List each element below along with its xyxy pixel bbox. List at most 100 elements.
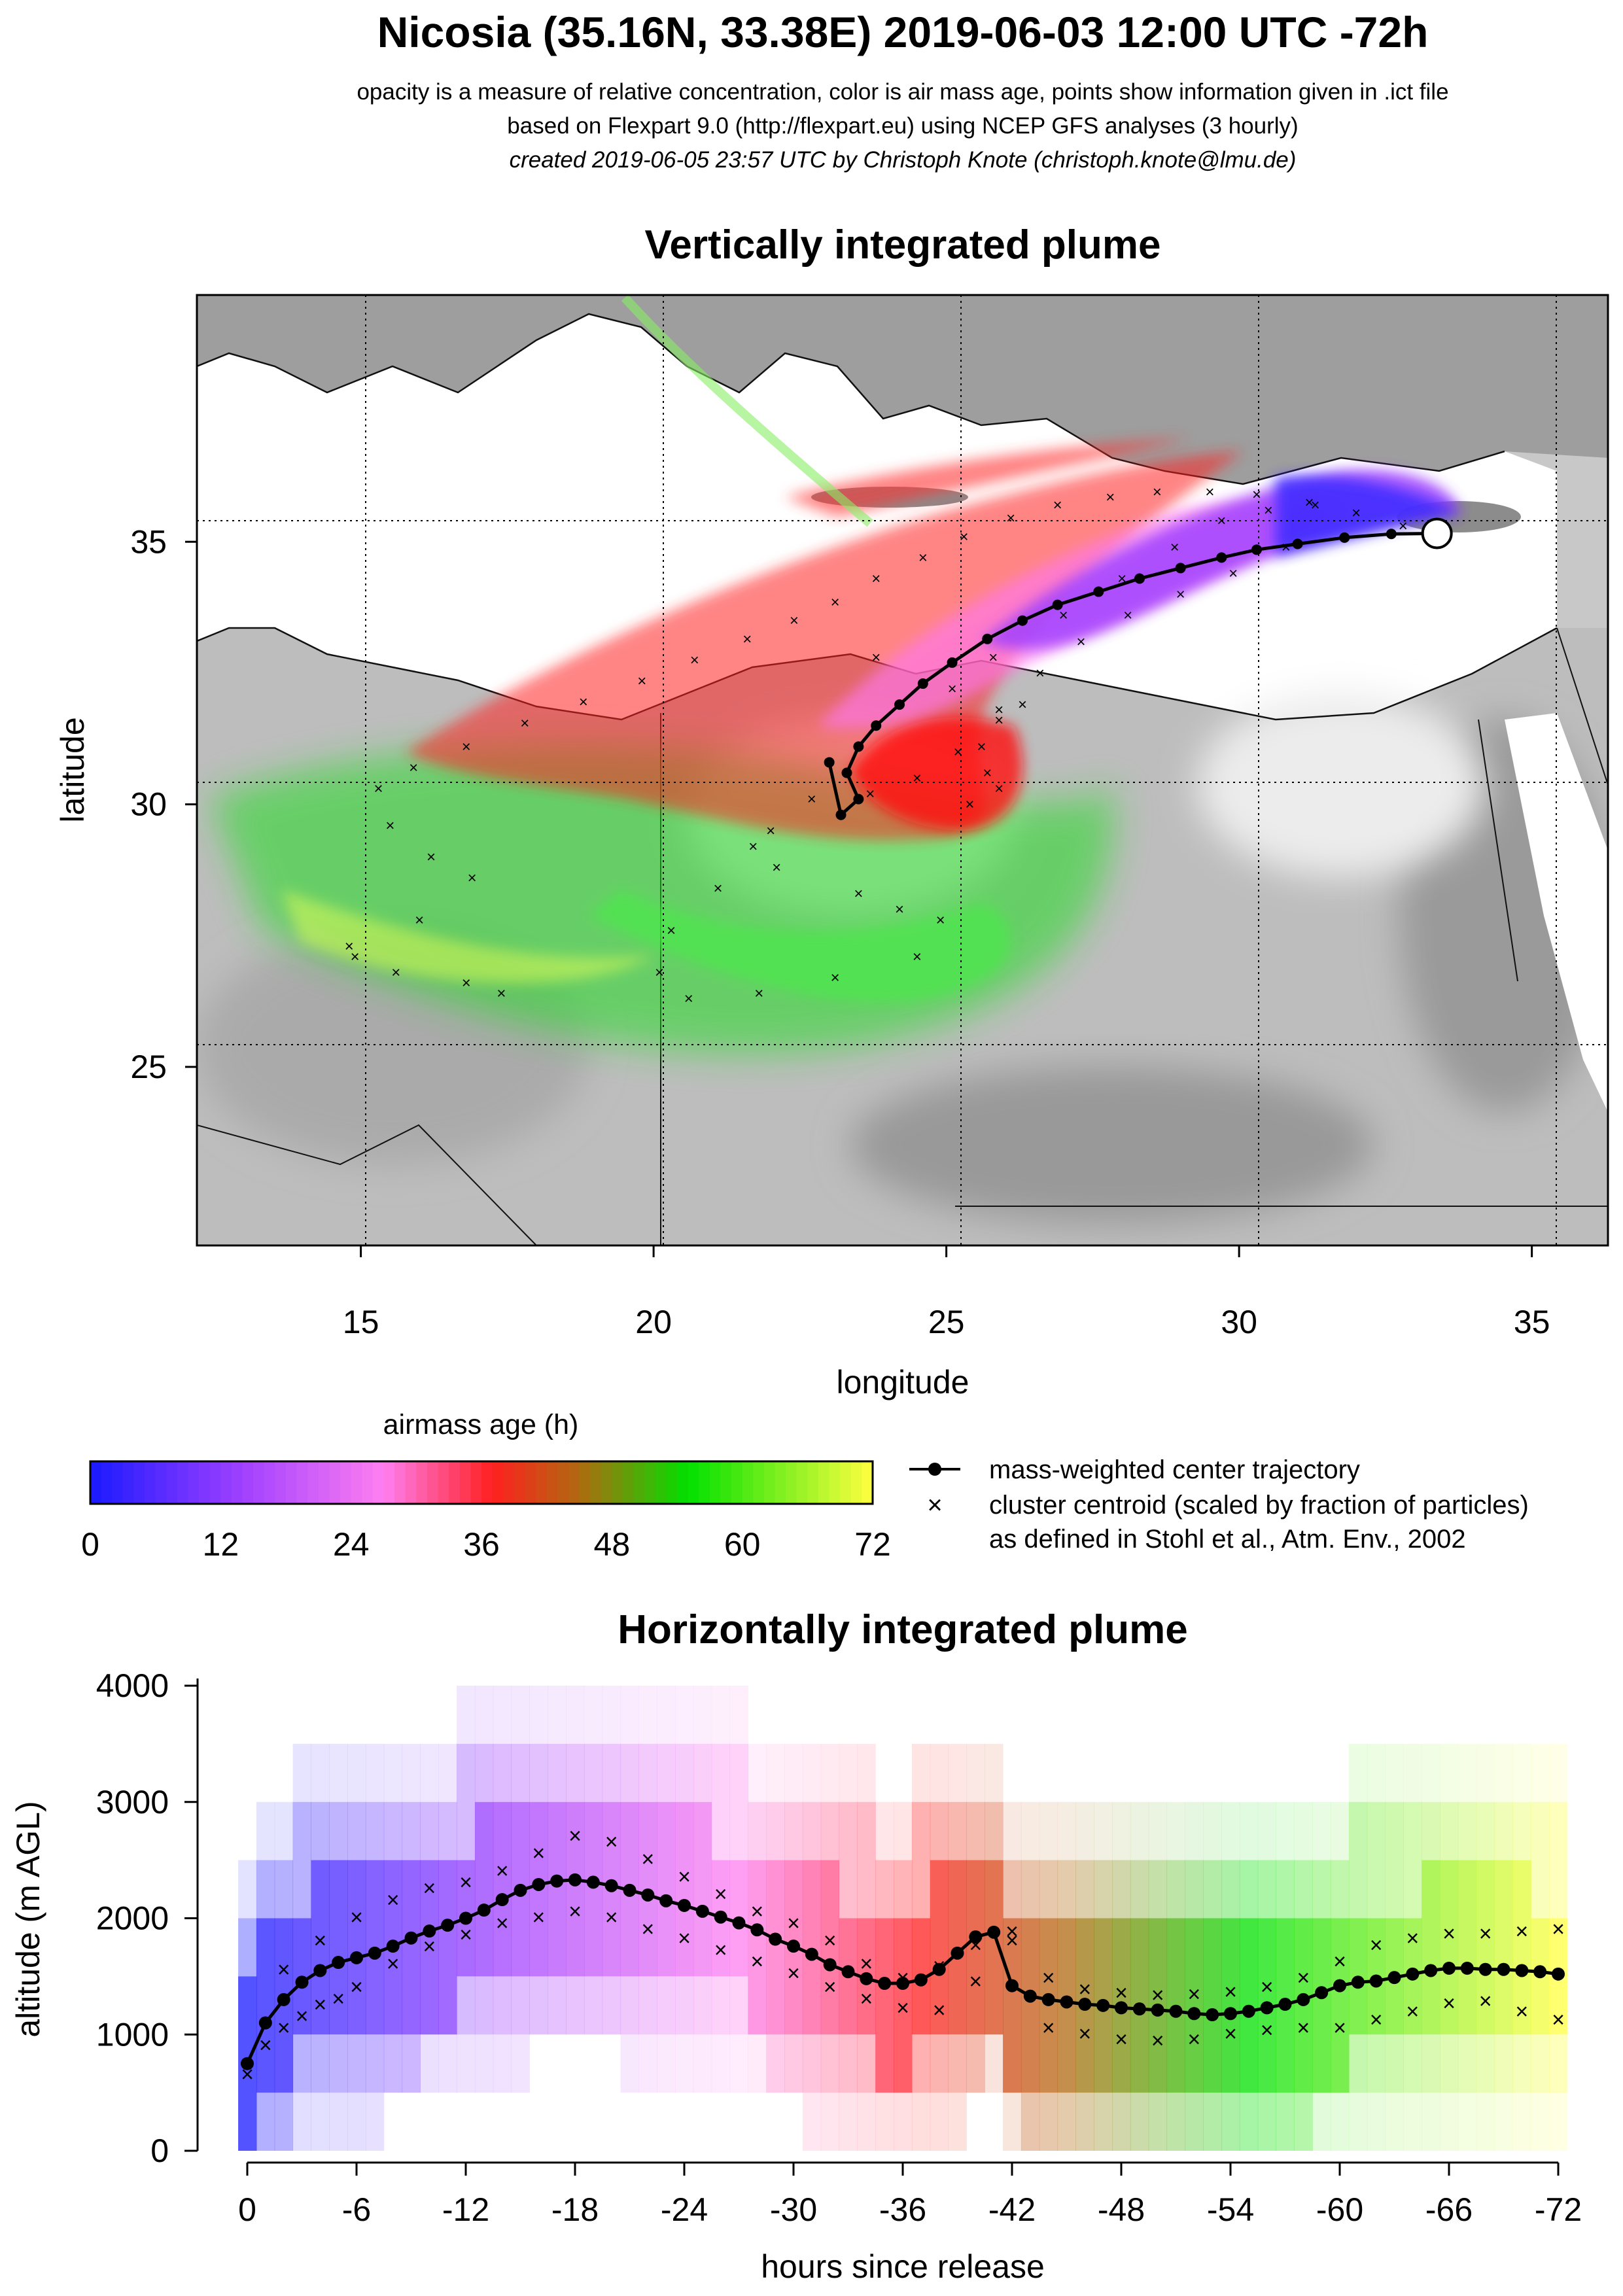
- altitude-center-point: [313, 1964, 327, 1977]
- altitude-x-tick-label: -6: [342, 2191, 371, 2228]
- altitude-plume-cell: [1494, 2093, 1513, 2151]
- altitude-plume-cell: [1422, 1743, 1440, 1802]
- altitude-center-point: [1369, 1974, 1383, 1988]
- altitude-plume-cell: [1221, 2093, 1240, 2151]
- altitude-plume-cell: [365, 2034, 385, 2093]
- map-centroid-marker: ×: [954, 743, 963, 761]
- altitude-plume-cell: [930, 1801, 949, 1860]
- map-centroid-marker: ×: [690, 652, 699, 669]
- altitude-plume-cell: [238, 1918, 257, 1977]
- map-center-point: [841, 767, 852, 778]
- altitude-center-point: [860, 1972, 873, 1985]
- altitude-plume-cell: [1057, 1801, 1076, 1860]
- altitude-centroid-marker: ×: [532, 1905, 545, 1930]
- altitude-plume-cell: [1075, 2093, 1094, 2151]
- subtitle-line-3: created 2019-06-05 23:57 UTC by Christop…: [510, 147, 1297, 173]
- altitude-plume-cell: [857, 1801, 876, 1919]
- altitude-plume-cell: [766, 2034, 785, 2093]
- colorbar-cell: [231, 1461, 243, 1504]
- map-centroid-marker: ×: [714, 880, 723, 897]
- altitude-x-tick-label: -72: [1535, 2191, 1582, 2228]
- map-centroid-marker: ×: [936, 911, 945, 929]
- map-centroid-marker: ×: [1252, 486, 1261, 504]
- colorbar-cell: [296, 1461, 308, 1504]
- altitude-plume-cell: [1075, 1860, 1094, 1919]
- altitude-plume-cell: [1512, 2034, 1531, 2093]
- map-centroid-marker: ×: [766, 822, 775, 840]
- altitude-plume-cell: [657, 1976, 676, 2035]
- map-centroid-marker: ×: [391, 964, 400, 982]
- altitude-plume-cell: [548, 1743, 567, 1802]
- colorbar-tick-label: 48: [594, 1526, 631, 1563]
- altitude-plume-cell: [802, 1743, 822, 1802]
- colorbar-cell: [763, 1461, 776, 1504]
- altitude-center-point: [1005, 1979, 1019, 1992]
- colorbar-tick-label: 36: [463, 1526, 500, 1563]
- altitude-center-point: [241, 2057, 254, 2070]
- altitude-center-point: [459, 1911, 472, 1925]
- altitude-centroid-marker: ×: [1078, 2021, 1091, 2046]
- altitude-centroid-marker: ×: [1442, 1991, 1456, 2016]
- map-centroid-marker: ×: [655, 964, 664, 982]
- altitude-plume-cell: [1257, 1801, 1277, 1860]
- altitude-plume-cell: [729, 1976, 748, 2035]
- altitude-plume-cell: [693, 1686, 712, 1744]
- map-centroid-marker: ×: [1053, 496, 1062, 514]
- map-centroid-marker: ×: [520, 714, 529, 732]
- altitude-plume-cell: [1440, 2093, 1459, 2151]
- colorbar-cell: [742, 1461, 754, 1504]
- map-center-point: [824, 757, 835, 768]
- altitude-plume-cell: [1422, 2034, 1440, 2093]
- altitude-plume-cell: [474, 2034, 494, 2093]
- altitude-centroid-marker: ×: [1479, 1921, 1492, 1946]
- colorbar-cell: [449, 1461, 461, 1504]
- altitude-plume-cell: [1294, 2093, 1313, 2151]
- altitude-plume-cell: [1549, 2093, 1568, 2151]
- altitude-center-point: [914, 1973, 928, 1987]
- map-centroid-marker: ×: [1217, 512, 1226, 530]
- map-centroid-marker: ×: [994, 780, 1003, 798]
- plume-yellow: [281, 890, 654, 983]
- map-center-point: [835, 809, 846, 820]
- altitude-plume-cell: [784, 1743, 803, 1802]
- altitude-centroid-marker: ×: [1261, 1975, 1274, 2000]
- colorbar-cell: [286, 1461, 298, 1504]
- map-centroid-marker: ×: [871, 570, 881, 587]
- altitude-center-point: [1515, 1964, 1529, 1977]
- altitude-centroid-marker: ×: [1187, 2027, 1200, 2052]
- colorbar-cells: [89, 1460, 874, 1505]
- altitude-plume-cell: [548, 1801, 567, 1977]
- altitude-plume-cell: [1512, 2093, 1531, 2151]
- map-centroid-marker: ×: [1018, 696, 1027, 714]
- altitude-plume-cell: [657, 1801, 676, 1977]
- altitude-centroid-marker: ×: [496, 1858, 509, 1883]
- altitude-plume-cell: [1021, 1860, 1040, 1919]
- altitude-center-point: [841, 1965, 855, 1979]
- altitude-y-tick-label: 1000: [96, 2016, 169, 2053]
- altitude-plume-cell: [1331, 2093, 1350, 2151]
- map-frame: [196, 294, 1609, 1247]
- altitude-plume-cell: [457, 2034, 476, 2093]
- altitude-plume-cell: [1367, 1801, 1386, 1919]
- map-plot-area: ××××××××××××××××××××××××××××××××××××××××…: [54, 294, 1609, 1400]
- altitude-plume-cell: [1531, 1743, 1550, 1802]
- map-centroid-marker: ×: [790, 612, 799, 630]
- altitude-plume-cell: [1403, 1801, 1422, 1919]
- altitude-plume-cell: [1239, 2093, 1259, 2151]
- map-centroid-marker: ×: [988, 649, 998, 667]
- plume-green-thread: [621, 295, 873, 527]
- map-centroid-marker: ×: [948, 680, 957, 698]
- colorbar-cell: [807, 1461, 819, 1504]
- altitude-centroid-marker: ×: [423, 1876, 436, 1901]
- altitude-plume-cell: [638, 1976, 657, 2035]
- altitude-center-point: [1224, 2007, 1237, 2021]
- altitude-centroid-marker: ×: [641, 1917, 654, 1941]
- altitude-centroid-marker: ×: [568, 1900, 582, 1924]
- altitude-centroid-marker: ×: [714, 1882, 727, 1907]
- altitude-plume-cell: [1021, 2093, 1040, 2151]
- altitude-plume-cell: [839, 1801, 858, 1919]
- altitude-plume-cell: [1531, 2034, 1550, 2093]
- map-center-point: [1292, 538, 1303, 549]
- altitude-plume-cell: [985, 2034, 1003, 2093]
- altitude-center-point: [769, 1932, 782, 1946]
